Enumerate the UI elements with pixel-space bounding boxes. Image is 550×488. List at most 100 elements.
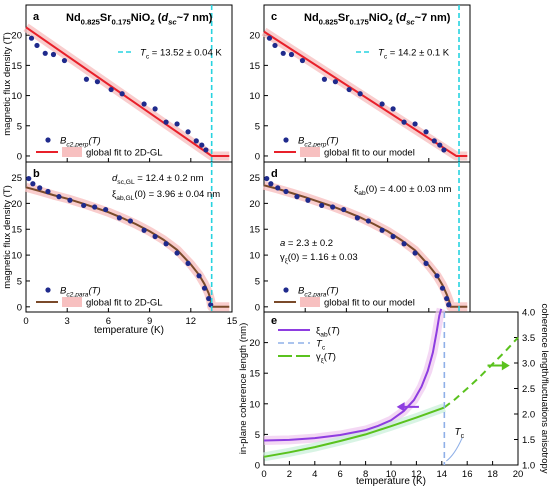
panel-b-data-point: [208, 302, 214, 308]
panel-a-legend-marker: [45, 137, 51, 143]
panel-e-xtick-label: 14: [437, 469, 448, 480]
panel-c-data-point: [299, 57, 306, 64]
panel-b-data-point: [56, 194, 62, 200]
panel-e-xtick-label: 16: [462, 469, 473, 480]
panel-c-ytick-label: 15: [249, 61, 260, 72]
panel-c-title: Nd0.825Sr0.175NiO2 (dsc~7 nm): [304, 12, 451, 26]
panel-b-data-point: [206, 295, 212, 302]
panel-e-y2tick-label: 4.0: [522, 308, 535, 319]
panel-b-xtick-label: 3: [65, 316, 70, 327]
panel-b-legend-marker: [45, 287, 51, 293]
panel-e-gamma-axis-arrow: [487, 360, 510, 371]
panel-b-ytick-label: 20: [11, 199, 22, 210]
panel-a-data-point: [152, 106, 158, 112]
panel-b-xtick-label: 12: [186, 316, 197, 327]
panel-b-data-point: [127, 218, 133, 224]
panel-a-data-point: [185, 129, 191, 135]
panel-e-y2tick-label: 2.5: [522, 384, 535, 395]
panel-c-data-point: [401, 119, 407, 125]
panel-c-data-point: [423, 129, 429, 135]
panel-d-data-point: [268, 181, 274, 187]
panel-a-data-point: [94, 79, 101, 85]
panel-e-y2tick-label: 1.5: [522, 435, 535, 446]
panel-e-ytick-label: 0: [255, 461, 260, 472]
panel-e-xi-axis-arrow: [396, 402, 419, 412]
panel-d-data-point: [354, 215, 360, 221]
panel-c-data-point: [441, 147, 447, 153]
panel-a-data-point: [61, 57, 68, 64]
panel-e-letter: e: [271, 315, 277, 327]
panel-d-ytick-label: 25: [249, 173, 260, 184]
panel-c-frame: [263, 4, 471, 163]
panel-b-ytick-label: 5: [17, 276, 22, 287]
panel-c-letter: c: [271, 11, 277, 23]
panel-c-data-point: [272, 42, 278, 49]
panel-c-fit-line: [263, 30, 468, 157]
panel-a-legend-label-fit: global fit to 2D-GL: [86, 148, 163, 159]
panel-a-legend-label-data: Bc2,perp(T): [60, 136, 101, 149]
panel-d-legend-band: [300, 297, 320, 307]
panel-e-ytick-label: 10: [249, 399, 260, 410]
panel-d-ytick-label: 15: [249, 225, 260, 236]
panel-d-annotation-gamma: γξ(0) = 1.16 ± 0.03: [280, 252, 358, 265]
panel-e-xtick-label: 18: [487, 469, 498, 480]
panel-c-legend-label-fit: global fit to our model: [324, 148, 415, 159]
panel-b-fit-band: [24, 182, 230, 312]
panel-c-ytick-label: 0: [255, 151, 260, 162]
panel-c-data-point: [390, 106, 396, 112]
panel-e-tc-label: Tc: [455, 427, 465, 440]
panel-c-legend-band: [300, 147, 320, 157]
panel-d-data-point: [264, 175, 270, 182]
panel-b-data-point: [141, 227, 147, 233]
panel-b-letter: b: [33, 168, 40, 180]
panel-b-legend-band: [62, 297, 82, 307]
panel-a-ytick-label: 5: [17, 121, 22, 132]
panel-d-ytick-label: 20: [249, 199, 260, 210]
panel-a-data-point: [50, 51, 57, 58]
panel-e-legend-xi-label: ξab(T): [316, 326, 340, 339]
panel-d-annotation-xi: ξab(0) = 4.00 ± 0.03 nm: [354, 184, 451, 197]
panel-d-ytick-label: 10: [249, 251, 260, 262]
panel-b-ytick-label: 0: [17, 302, 22, 313]
panel-d-data-point: [434, 273, 440, 279]
panel-a-ylabel: magnetic flux density (T): [2, 32, 13, 135]
panel-e-xtick-label: 0: [261, 469, 266, 480]
panel-a-data-point: [119, 91, 125, 97]
panel-d-ytick-label: 5: [255, 276, 260, 287]
panel-e-xtick-label: 10: [386, 469, 397, 480]
panel-e-tc-arrow: [446, 437, 463, 462]
panel-a-data-point: [34, 42, 40, 49]
panel-c-data-point: [412, 121, 418, 127]
panel-b-frame: [25, 161, 233, 313]
panel-a-data-point: [108, 86, 114, 93]
panel-e-gamma-line: [263, 406, 445, 458]
panel-e-xi-line: [263, 308, 443, 442]
panel-e-y2tick-label: 3.5: [522, 333, 535, 344]
panel-b-xtick-label: 15: [227, 316, 238, 327]
panel-c-ytick-label: 5: [255, 121, 260, 132]
panel-b-data-point: [152, 233, 158, 240]
panel-e-xtick-label: 6: [338, 469, 343, 480]
panel-b-data-point: [163, 241, 169, 247]
panel-b-fit-line: [25, 186, 230, 308]
panel-a-frame: [25, 4, 233, 163]
panel-b-data-point: [81, 202, 87, 209]
panel-b-ylabel: magnetic flux density (T): [2, 185, 13, 288]
panel-d-data-point: [444, 295, 450, 302]
panel-c-data-point: [321, 76, 328, 82]
panel-d-data-point: [305, 197, 311, 203]
panel-d-legend-label-data: Bc2,para(T): [298, 286, 339, 299]
panel-e-y2tick-label: 1.0: [522, 461, 535, 472]
panel-b-data-point: [45, 188, 51, 195]
panel-c-ytick-label: 20: [249, 31, 260, 42]
panel-b-data-point: [30, 181, 36, 187]
panel-b-data-point: [116, 215, 122, 221]
panel-c-ytick-label: 10: [249, 91, 260, 102]
panel-e-xtick-label: 8: [363, 469, 368, 480]
panel-c-data-point: [379, 101, 385, 107]
panel-c-legend-marker: [283, 137, 289, 143]
panel-c-data-point: [332, 79, 339, 85]
panel-d-fit-line: [263, 184, 468, 308]
panel-b-annotation-xi: ξab,GL(0) = 3.96 ± 0.04 nm: [112, 189, 220, 202]
